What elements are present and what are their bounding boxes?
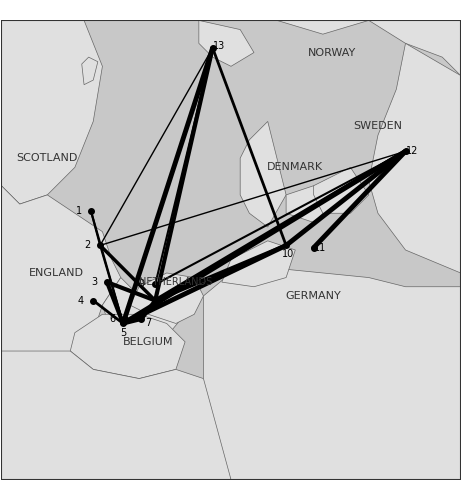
Text: 11: 11 — [315, 242, 327, 252]
Polygon shape — [203, 268, 461, 480]
Text: 3: 3 — [91, 277, 97, 287]
Text: 13: 13 — [213, 40, 225, 50]
Polygon shape — [1, 20, 103, 204]
Polygon shape — [130, 273, 203, 324]
Polygon shape — [222, 241, 295, 286]
Polygon shape — [103, 278, 185, 342]
Polygon shape — [286, 186, 332, 222]
Text: NETHERLANDS: NETHERLANDS — [139, 277, 213, 287]
Text: 5: 5 — [120, 328, 126, 338]
Text: NORWAY: NORWAY — [308, 48, 356, 58]
Text: GERMANY: GERMANY — [286, 291, 341, 301]
Text: 7: 7 — [145, 318, 152, 328]
Polygon shape — [240, 20, 461, 76]
Text: 10: 10 — [282, 248, 295, 258]
Text: SWEDEN: SWEDEN — [353, 121, 402, 131]
Polygon shape — [70, 314, 185, 378]
Polygon shape — [369, 44, 461, 273]
Text: 4: 4 — [77, 296, 84, 306]
Polygon shape — [1, 351, 231, 480]
Polygon shape — [82, 57, 98, 84]
Polygon shape — [240, 122, 286, 227]
Text: BELGIUM: BELGIUM — [123, 337, 174, 347]
Text: 12: 12 — [406, 146, 419, 156]
Text: SCOTLAND: SCOTLAND — [17, 153, 78, 163]
Text: DENMARK: DENMARK — [267, 162, 323, 172]
Text: 1: 1 — [76, 206, 83, 216]
Text: 8: 8 — [159, 296, 165, 306]
Text: 9: 9 — [139, 280, 145, 289]
Text: ENGLAND: ENGLAND — [29, 268, 84, 278]
Polygon shape — [199, 20, 254, 66]
Text: 6: 6 — [109, 314, 116, 324]
Text: 2: 2 — [84, 240, 91, 250]
Polygon shape — [1, 186, 121, 424]
Polygon shape — [314, 168, 369, 214]
